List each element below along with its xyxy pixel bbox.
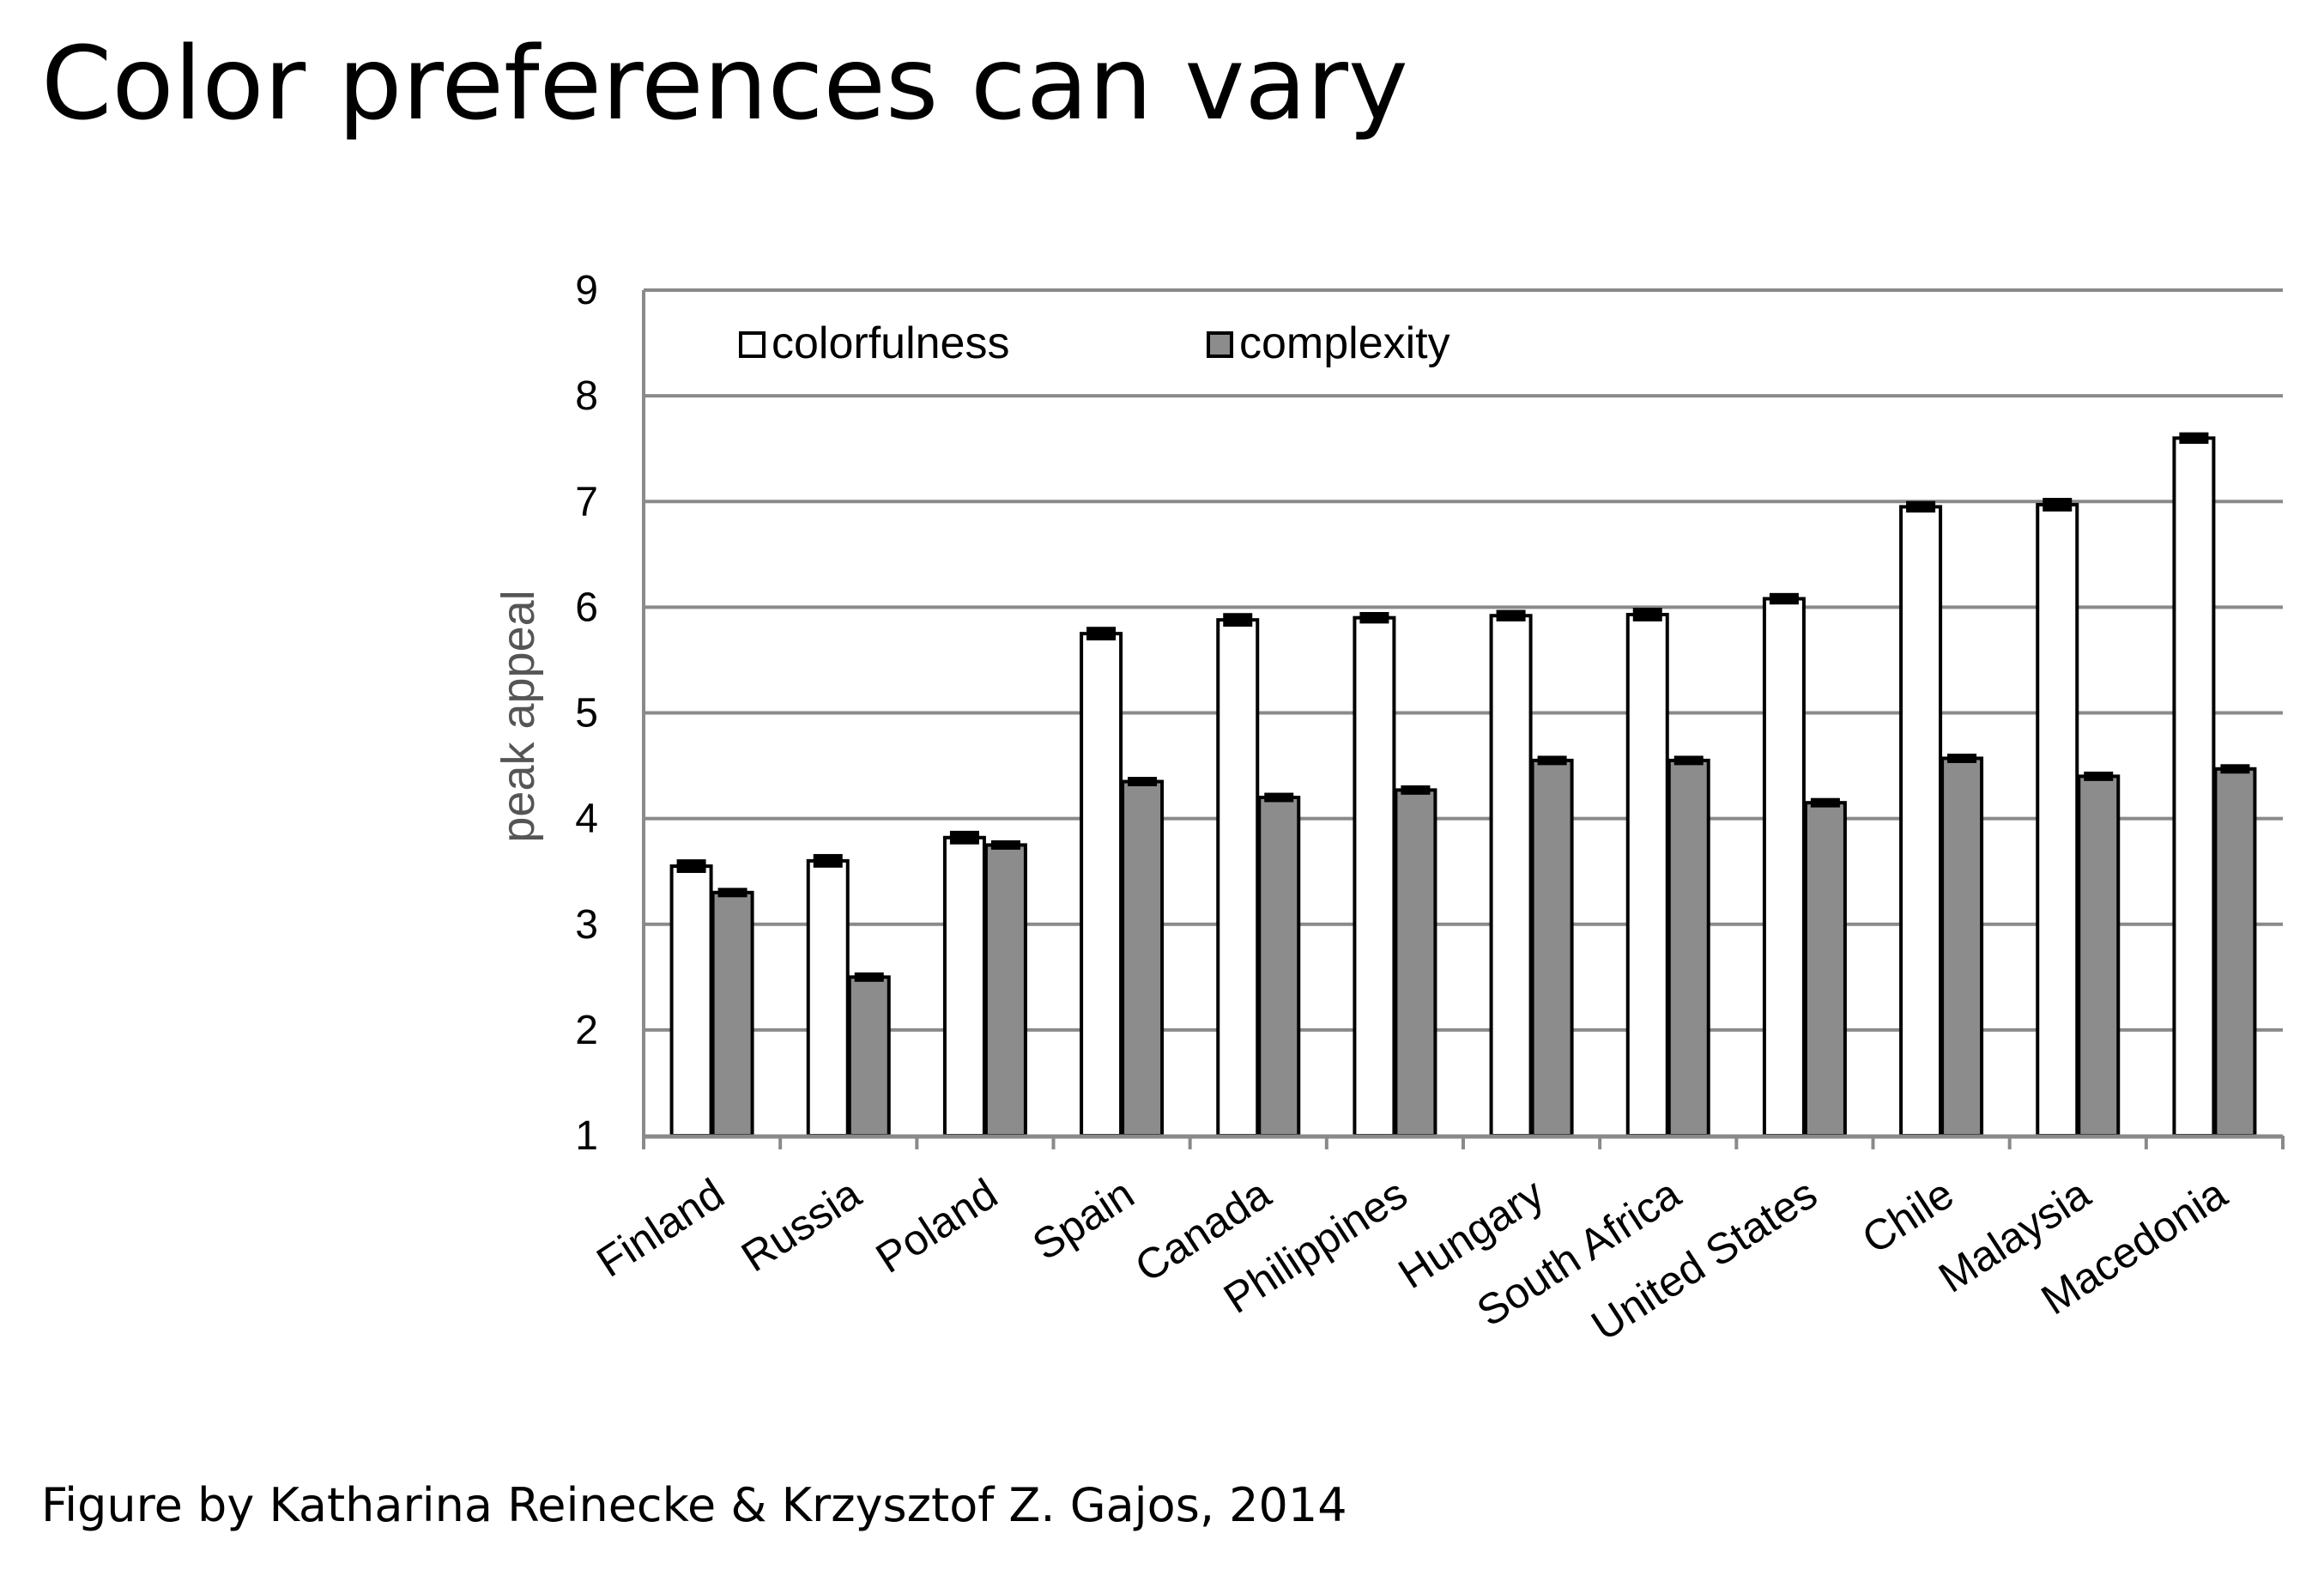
error-bar	[1359, 611, 1389, 624]
error-bar	[1906, 500, 1936, 513]
x-tick-label: Russia	[733, 1169, 869, 1281]
error-bar	[1223, 613, 1253, 627]
colorfulness-bar	[1899, 505, 1943, 1137]
figure-caption: Figure by Katharina Reinecke & Krzysztof…	[41, 1478, 1347, 1532]
colorfulness-bar	[2036, 502, 2079, 1137]
error-bar	[1537, 755, 1567, 766]
colorfulness-bar	[2172, 436, 2216, 1137]
error-bar	[1769, 592, 1799, 605]
error-bar	[717, 888, 747, 898]
colorfulness-bar	[1080, 632, 1123, 1137]
slide-title: Color preferences can vary	[41, 24, 1408, 142]
error-bar	[1673, 755, 1704, 766]
complexity-bar	[711, 890, 754, 1137]
complexity-bar	[1257, 796, 1301, 1137]
complexity-bar	[1394, 788, 1437, 1137]
colorfulness-bar	[1353, 615, 1396, 1137]
error-bar	[1632, 608, 1662, 621]
y-tick-label: 9	[575, 268, 598, 313]
y-tick-label: 4	[575, 797, 598, 842]
error-bar	[2179, 432, 2209, 445]
error-bar	[813, 853, 843, 868]
colorfulness-bar	[1216, 618, 1260, 1137]
y-tick-label: 1	[575, 1113, 598, 1159]
error-bar	[854, 972, 884, 982]
legend-label: complexity	[1239, 318, 1450, 368]
legend: colorfulness complexity	[739, 318, 1450, 368]
complexity-bar	[2213, 767, 2257, 1137]
error-bar	[2084, 771, 2114, 781]
error-bar	[1128, 777, 1158, 786]
y-tick-label: 3	[575, 902, 598, 948]
error-bar	[676, 859, 706, 873]
legend-label: colorfulness	[772, 318, 1009, 368]
x-axis	[642, 290, 2285, 1149]
x-tick-label: Poland	[868, 1169, 1006, 1282]
colorfulness-bar	[806, 858, 850, 1137]
error-bar	[1947, 753, 1977, 763]
complexity-bar	[1121, 779, 1165, 1137]
y-tick-label: 8	[575, 373, 598, 419]
error-bar	[949, 830, 979, 845]
gridlines	[644, 288, 2283, 1032]
complexity-bar	[983, 843, 1027, 1137]
x-tick-label: Spain	[1024, 1169, 1142, 1270]
bars	[669, 432, 2257, 1137]
error-bar	[1810, 797, 1840, 808]
legend-swatch-complexity	[1207, 331, 1233, 358]
colorfulness-bar	[942, 835, 986, 1137]
error-bar	[2043, 498, 2073, 512]
error-bar	[1401, 785, 1431, 795]
x-tick-label: Finland	[589, 1169, 733, 1286]
colorfulness-bar	[1625, 612, 1669, 1137]
y-tick-label: 6	[575, 585, 598, 630]
error-bar	[2220, 764, 2250, 774]
colorfulness-bar	[669, 864, 713, 1137]
colorfulness-bar	[1762, 597, 1806, 1137]
complexity-bar	[1940, 756, 1984, 1137]
error-bar	[1264, 792, 1294, 803]
complexity-bar	[1803, 801, 1847, 1137]
y-tick-label: 7	[575, 479, 598, 524]
complexity-bar	[1667, 758, 1710, 1137]
legend-swatch-colorfulness	[739, 331, 766, 358]
y-tick-label: 5	[575, 691, 598, 736]
y-axis-label: peak appeal	[493, 590, 544, 842]
y-tick-label: 2	[575, 1008, 598, 1053]
colorfulness-bar	[1489, 614, 1533, 1137]
complexity-bar	[1530, 758, 1574, 1137]
complexity-bar	[2077, 774, 2121, 1137]
y-axis-tick-labels: 1 2 3 4 5 6 7 8 9	[575, 268, 598, 1159]
error-bar	[990, 839, 1020, 850]
error-bar	[1086, 627, 1117, 641]
x-tick-label: Chile	[1854, 1169, 1962, 1263]
complexity-bar	[847, 975, 891, 1137]
error-bar	[1496, 609, 1526, 621]
